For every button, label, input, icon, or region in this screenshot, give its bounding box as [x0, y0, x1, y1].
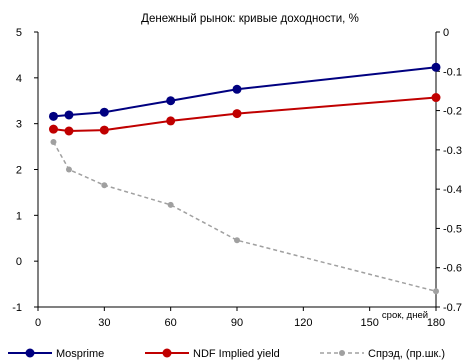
x-tick-label: 120 [294, 317, 312, 329]
series-line-2 [52, 141, 437, 293]
data-point [99, 125, 109, 135]
data-point [64, 110, 74, 120]
legend-swatch-marker [25, 348, 35, 358]
y-left-tick-label: 5 [16, 27, 22, 39]
y-left-tick-label: -1 [12, 302, 22, 314]
data-point [65, 166, 72, 173]
data-point [234, 237, 240, 244]
legend-swatch-marker [162, 348, 172, 358]
y-left-tick-label: 0 [16, 256, 22, 268]
legend-label: Mosprime [56, 348, 104, 360]
y-right-tick-label: 0 [443, 27, 449, 39]
legend-label: NDF Implied yield [193, 348, 280, 360]
x-tick-label: 0 [35, 317, 41, 329]
data-point [232, 84, 242, 94]
y-right-tick-label: -0.4 [443, 184, 462, 196]
data-point [166, 116, 176, 126]
data-point [48, 111, 58, 121]
data-point [166, 96, 176, 106]
y-left-tick-label: 4 [16, 73, 22, 85]
y-right-tick-label: -0.5 [443, 223, 462, 235]
chart-title: Денежный рынок: кривые доходности, % [141, 13, 359, 25]
legend: Mosprime NDF Implied yield Спрэд, (пр.шк.) [8, 348, 445, 360]
axes: 0 30 60 90 120 150 180 -1 0 1 2 3 4 5 -0.7 -0.6 -0.5 -0.4… [12, 27, 462, 329]
y-left-tick-label: 2 [16, 165, 22, 177]
data-point [50, 139, 57, 145]
data-point [64, 126, 74, 136]
y-right-tick-label: -0.3 [443, 145, 462, 157]
y-right-tick-label: -0.7 [443, 302, 462, 314]
data-point [167, 201, 174, 208]
y-right-tick-label: -0.6 [443, 263, 462, 275]
x-tick-label: 60 [165, 317, 177, 329]
x-axis-unit-annotation: срок, дней [382, 310, 428, 321]
y-left-tick-label: 3 [16, 119, 22, 131]
x-tick-label: 180 [427, 317, 445, 329]
data-point [99, 107, 109, 117]
data-point [433, 288, 439, 295]
x-tick-label: 90 [231, 317, 243, 329]
y-left-tick-label: 1 [16, 210, 22, 222]
data-point [431, 93, 441, 103]
data-point [431, 62, 441, 72]
y-right-tick-label: -0.1 [443, 66, 462, 78]
y-right-tick-label: -0.2 [443, 106, 462, 118]
series-layer [48, 62, 441, 295]
data-point [232, 109, 242, 119]
data-point [48, 124, 58, 134]
data-point [101, 182, 108, 189]
legend-swatch-marker [339, 350, 345, 356]
legend-label: Спрэд, (пр.шк.) [368, 348, 445, 360]
x-tick-label: 150 [360, 317, 378, 329]
x-tick-label: 30 [98, 317, 110, 329]
